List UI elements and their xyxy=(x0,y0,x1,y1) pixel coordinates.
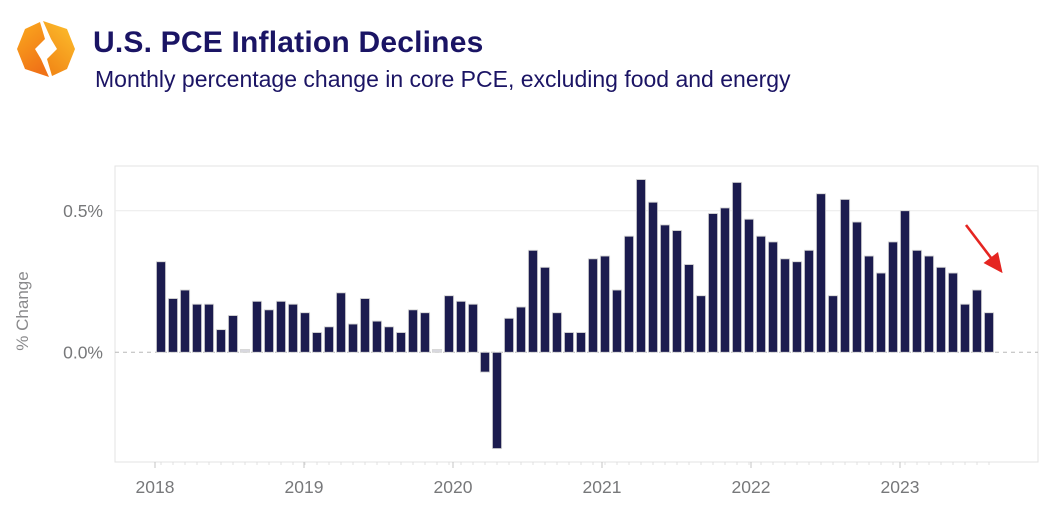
bar: Jun 2019: 0.19% xyxy=(359,298,371,353)
x-axis-label-2019: 2019 xyxy=(285,477,324,497)
bar: Aug 2019: 0.09% xyxy=(383,326,395,353)
plot-area xyxy=(114,165,1039,463)
x-axis-label-2022: 2022 xyxy=(732,477,771,497)
bar: Apr 2019: 0.21% xyxy=(335,292,347,353)
bar: Apr 2022: 0.39% xyxy=(767,241,779,353)
bar: Mar 2020: 0.17% xyxy=(467,303,479,353)
bar: May 2018: 0.17% xyxy=(203,303,215,353)
bar: Jul 2018: 0.13% xyxy=(227,315,239,353)
bar: May 2023: 0.34% xyxy=(923,255,935,353)
bar: Jul 2021: 0.45% xyxy=(659,224,671,353)
x-axis-label-2023: 2023 xyxy=(881,477,920,497)
bar: Jan 2019: 0.14% xyxy=(299,312,311,353)
bar: Nov 2019: 0.14% xyxy=(419,312,431,353)
bar: Feb 2020: 0.18% xyxy=(455,300,467,353)
page-title: U.S. PCE Inflation Declines xyxy=(93,26,484,59)
y-axis-title: % Change xyxy=(13,271,32,350)
bar: Oct 2022: 0.54% xyxy=(839,198,851,353)
bar: Apr 2020: -0.07% xyxy=(479,351,491,373)
bar: Feb 2022: 0.47% xyxy=(743,218,755,353)
y-axis-label-0-5: 0.5% xyxy=(63,201,103,221)
bar: Jul 2022: 0.36% xyxy=(803,249,815,353)
brand-logo-icon xyxy=(17,21,75,77)
bar: May 2019: 0.1% xyxy=(347,323,359,353)
page-subtitle: Monthly percentage change in core PCE, e… xyxy=(95,66,791,92)
bar: Nov 2022: 0.46% xyxy=(851,221,863,353)
bar: Oct 2021: 0.2% xyxy=(695,295,707,353)
bar: Nov 2020: 0.07% xyxy=(563,332,575,353)
bar: Mar 2023: 0.5% xyxy=(899,210,911,353)
bar: Jan 2022: 0.6% xyxy=(731,181,743,353)
bar: Jun 2022: 0.32% xyxy=(791,261,803,353)
bar: Dec 2019: 0.01% xyxy=(431,349,443,353)
bar: Oct 2020: 0.14% xyxy=(551,312,563,353)
bar: Feb 2018: 0.19% xyxy=(167,298,179,353)
bar: May 2020: -0.34% xyxy=(491,351,503,450)
bar: Feb 2023: 0.39% xyxy=(887,241,899,353)
bar: Aug 2020: 0.36% xyxy=(527,249,539,353)
bar: Aug 2023: 0.17% xyxy=(959,303,971,353)
bar: Apr 2021: 0.41% xyxy=(623,235,635,353)
bar: Jan 2018: 0.32% xyxy=(155,261,167,353)
bar: Jul 2023: 0.28% xyxy=(947,272,959,353)
y-axis-label-0-0: 0.0% xyxy=(63,343,103,363)
bar: Nov 2018: 0.18% xyxy=(275,300,287,353)
bar: Mar 2021: 0.22% xyxy=(611,289,623,353)
bar: Sep 2022: 0.2% xyxy=(827,295,839,353)
bar: Apr 2023: 0.36% xyxy=(911,249,923,353)
x-axis-label-2018: 2018 xyxy=(136,477,175,497)
bar: Dec 2020: 0.07% xyxy=(575,332,587,353)
bar: Feb 2019: 0.07% xyxy=(311,332,323,353)
bar: Feb 2021: 0.34% xyxy=(599,255,611,353)
bar: Jun 2023: 0.3% xyxy=(935,266,947,353)
bar: Oct 2019: 0.15% xyxy=(407,309,419,353)
bar: Oct 2023: 0.14% xyxy=(983,312,995,353)
bar: Dec 2018: 0.17% xyxy=(287,303,299,353)
bar: Dec 2022: 0.34% xyxy=(863,255,875,353)
bar: Jul 2020: 0.16% xyxy=(515,306,527,353)
bar: Sep 2019: 0.07% xyxy=(395,332,407,353)
bar: Dec 2021: 0.51% xyxy=(719,207,731,353)
bar: Jan 2021: 0.33% xyxy=(587,258,599,353)
bar: Apr 2018: 0.17% xyxy=(191,303,203,353)
bar: Sep 2021: 0.31% xyxy=(683,264,695,353)
bar: Sep 2020: 0.3% xyxy=(539,266,551,353)
bar: Mar 2018: 0.22% xyxy=(179,289,191,353)
bar: Aug 2022: 0.56% xyxy=(815,193,827,353)
bar: Mar 2022: 0.41% xyxy=(755,235,767,353)
bar: Jun 2021: 0.53% xyxy=(647,201,659,353)
bar: May 2022: 0.33% xyxy=(779,258,791,353)
bar: Jan 2023: 0.28% xyxy=(875,272,887,353)
bar: Jun 2020: 0.12% xyxy=(503,317,515,353)
x-axis-label-2020: 2020 xyxy=(434,477,473,497)
bar: Mar 2019: 0.09% xyxy=(323,326,335,353)
bar: Sep 2023: 0.22% xyxy=(971,289,983,353)
bar: Jul 2019: 0.11% xyxy=(371,320,383,353)
bar: Oct 2018: 0.15% xyxy=(263,309,275,353)
bar: Sep 2018: 0.18% xyxy=(251,300,263,353)
bar: Aug 2018: 0.01% xyxy=(239,349,251,353)
bar: Jun 2018: 0.08% xyxy=(215,329,227,353)
bar: Nov 2021: 0.49% xyxy=(707,213,719,353)
decline-arrow-icon xyxy=(964,224,1003,274)
bar: May 2021: 0.61% xyxy=(635,179,647,353)
x-axis-label-2021: 2021 xyxy=(583,477,622,497)
bar: Aug 2021: 0.43% xyxy=(671,230,683,353)
bar: Jan 2020: 0.2% xyxy=(443,295,455,353)
